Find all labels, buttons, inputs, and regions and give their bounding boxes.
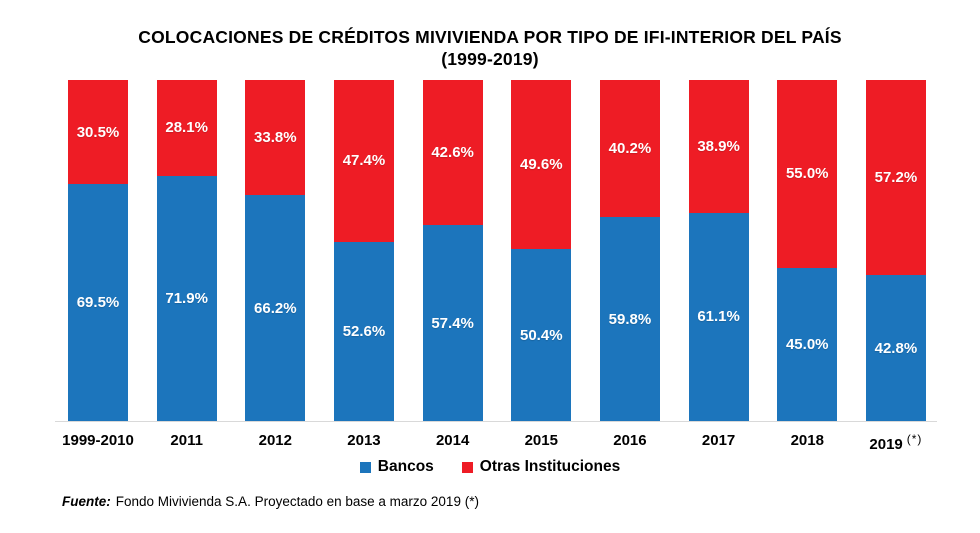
source-note: Fuente: Fondo Mivivienda S.A. Proyectado … [62,494,479,509]
legend-item-bancos: Bancos [359,458,434,476]
x-axis-label-2019: 2019 (*) [869,432,922,453]
bar-segment-otras-instituciones-2018: 55.0% [777,80,838,268]
x-axis-label-2014: 2014 [436,432,469,449]
bar-segment-bancos-2011: 71.9% [156,175,217,421]
bar-segment-otras-instituciones-2011: 28.1% [156,80,217,176]
bar-column-2013: 47.4% 52.6% 2013 [333,80,394,449]
chart-title: COLOCACIONES DE CRÉDITOS MIVIVIENDA POR … [138,27,842,47]
bar-segment-bancos-2018: 45.0% [777,267,838,421]
chart-title-block: COLOCACIONES DE CRÉDITOS MIVIVIENDA POR … [0,26,980,70]
bar-value-label-bancos-2014: 57.4% [431,314,474,332]
bar-column-2014: 42.6% 57.4% 2014 [422,80,483,449]
bar-segment-otras-instituciones-2012: 33.8% [245,80,306,196]
bar-segment-otras-instituciones-2015: 49.6% [511,80,572,250]
bar-value-label-bancos-2019: 42.8% [874,339,918,357]
source-text: Fondo Mivivienda S.A. Proyectado en base… [115,494,479,509]
chart-subtitle: (1999-2019) [441,49,539,69]
x-axis-label-2016: 2016 [613,432,646,449]
bar-value-label-bancos-2018: 45.0% [785,335,829,353]
x-axis-label-2013: 2013 [347,432,380,449]
bar-value-label-bancos-2012: 66.2% [254,299,297,317]
footnote-marker: (*) [906,432,923,446]
bar-value-label-bancos-2013: 52.6% [342,322,386,340]
x-axis-label-text: 2014 [435,432,470,449]
bar-value-label-otras-instituciones-2019: 57.2% [874,169,918,187]
legend-swatch-otras-instituciones [461,461,473,473]
x-axis-label-1999-2010: 1999-2010 [62,432,134,449]
bar-value-label-otras-instituciones-2016: 40.2% [608,140,652,158]
bar-segment-bancos-2017: 61.1% [688,212,749,421]
bar-segment-otras-instituciones-2013: 47.4% [333,80,394,242]
bar-value-label-bancos-2016: 59.8% [608,310,652,328]
bar-column-2015: 49.6% 50.4% 2015 [511,80,572,449]
bar-value-label-otras-instituciones-2017: 38.9% [697,137,740,155]
bar-column-1999-2010: 30.5% 69.5% 1999-2010 [62,80,134,449]
legend-item-otras-instituciones: Otras Instituciones [461,458,621,476]
bar-value-label-otras-instituciones-2015: 49.6% [520,156,563,174]
bar-segment-bancos-2016: 59.8% [599,217,660,421]
x-axis-label-text: 2012 [258,432,292,449]
bar-value-label-bancos-2015: 50.4% [520,326,563,344]
bar-value-label-bancos-2011: 71.9% [165,289,208,307]
source-label: Fuente: [62,494,111,509]
bar-segment-bancos-2012: 66.2% [245,195,306,421]
bar-segment-bancos-2013: 52.6% [333,241,394,421]
x-axis-label-2012: 2012 [259,432,292,449]
legend-swatch-bancos [359,461,371,473]
bar-value-label-otras-instituciones-2014: 42.6% [431,144,474,162]
bar-segment-bancos-2019: 42.8% [865,275,926,421]
x-axis-label-text: 2017 [701,432,736,449]
bar-segment-bancos-2014: 57.4% [422,225,483,421]
bar-column-2011: 28.1% 71.9% 2011 [156,80,217,449]
bar-value-label-otras-instituciones-2012: 33.8% [254,129,297,147]
x-axis-label-text: 2019 [869,436,903,453]
bar-segment-otras-instituciones-1999-2010: 30.5% [68,80,128,184]
bar-value-label-bancos-2017: 61.1% [697,308,740,326]
bar-segment-otras-instituciones-2017: 38.9% [688,80,749,213]
bar-value-label-otras-instituciones-2011: 28.1% [165,119,208,137]
x-axis-label-text: 2016 [613,432,647,449]
bar-segment-otras-instituciones-2014: 42.6% [422,80,483,226]
x-axis-label-2017: 2017 [702,432,735,449]
x-axis-label-text: 2018 [790,432,824,449]
plot-area: 30.5% 69.5% 1999-2010 28.1% 71.9% 2011 33.8% 66… [62,80,926,453]
legend-label-bancos: Bancos [377,458,434,475]
x-axis-label-2018: 2018 [791,432,824,449]
bar-column-2019: 57.2% 42.8% 2019 (*) [865,80,926,453]
x-axis-label-text: 2013 [347,432,381,449]
legend: Bancos Otras Instituciones [0,458,980,476]
bar-column-2016: 40.2% 59.8% 2016 [599,80,660,449]
x-axis-line [55,421,937,422]
bar-column-2012: 33.8% 66.2% 2012 [245,80,306,449]
x-axis-label-text: 2015 [524,432,558,449]
bar-column-2017: 38.9% 61.1% 2017 [688,80,749,449]
bar-value-label-bancos-1999-2010: 69.5% [76,293,120,311]
bar-value-label-otras-instituciones-1999-2010: 30.5% [76,123,120,141]
bar-value-label-otras-instituciones-2013: 47.4% [342,152,386,170]
x-axis-label-text: 1999-2010 [62,432,134,449]
legend-label-otras-instituciones: Otras Instituciones [479,458,621,475]
x-axis-label-text: 2011 [170,432,203,449]
x-axis-label-2011: 2011 [170,432,203,449]
bar-segment-bancos-2015: 50.4% [511,249,572,421]
x-axis-label-2015: 2015 [525,432,558,449]
bar-value-label-otras-instituciones-2018: 55.0% [785,165,829,183]
bar-segment-bancos-1999-2010: 69.5% [68,184,128,421]
bar-segment-otras-instituciones-2016: 40.2% [599,80,660,218]
bar-column-2018: 55.0% 45.0% 2018 [777,80,838,449]
bar-segment-otras-instituciones-2019: 57.2% [865,80,926,276]
